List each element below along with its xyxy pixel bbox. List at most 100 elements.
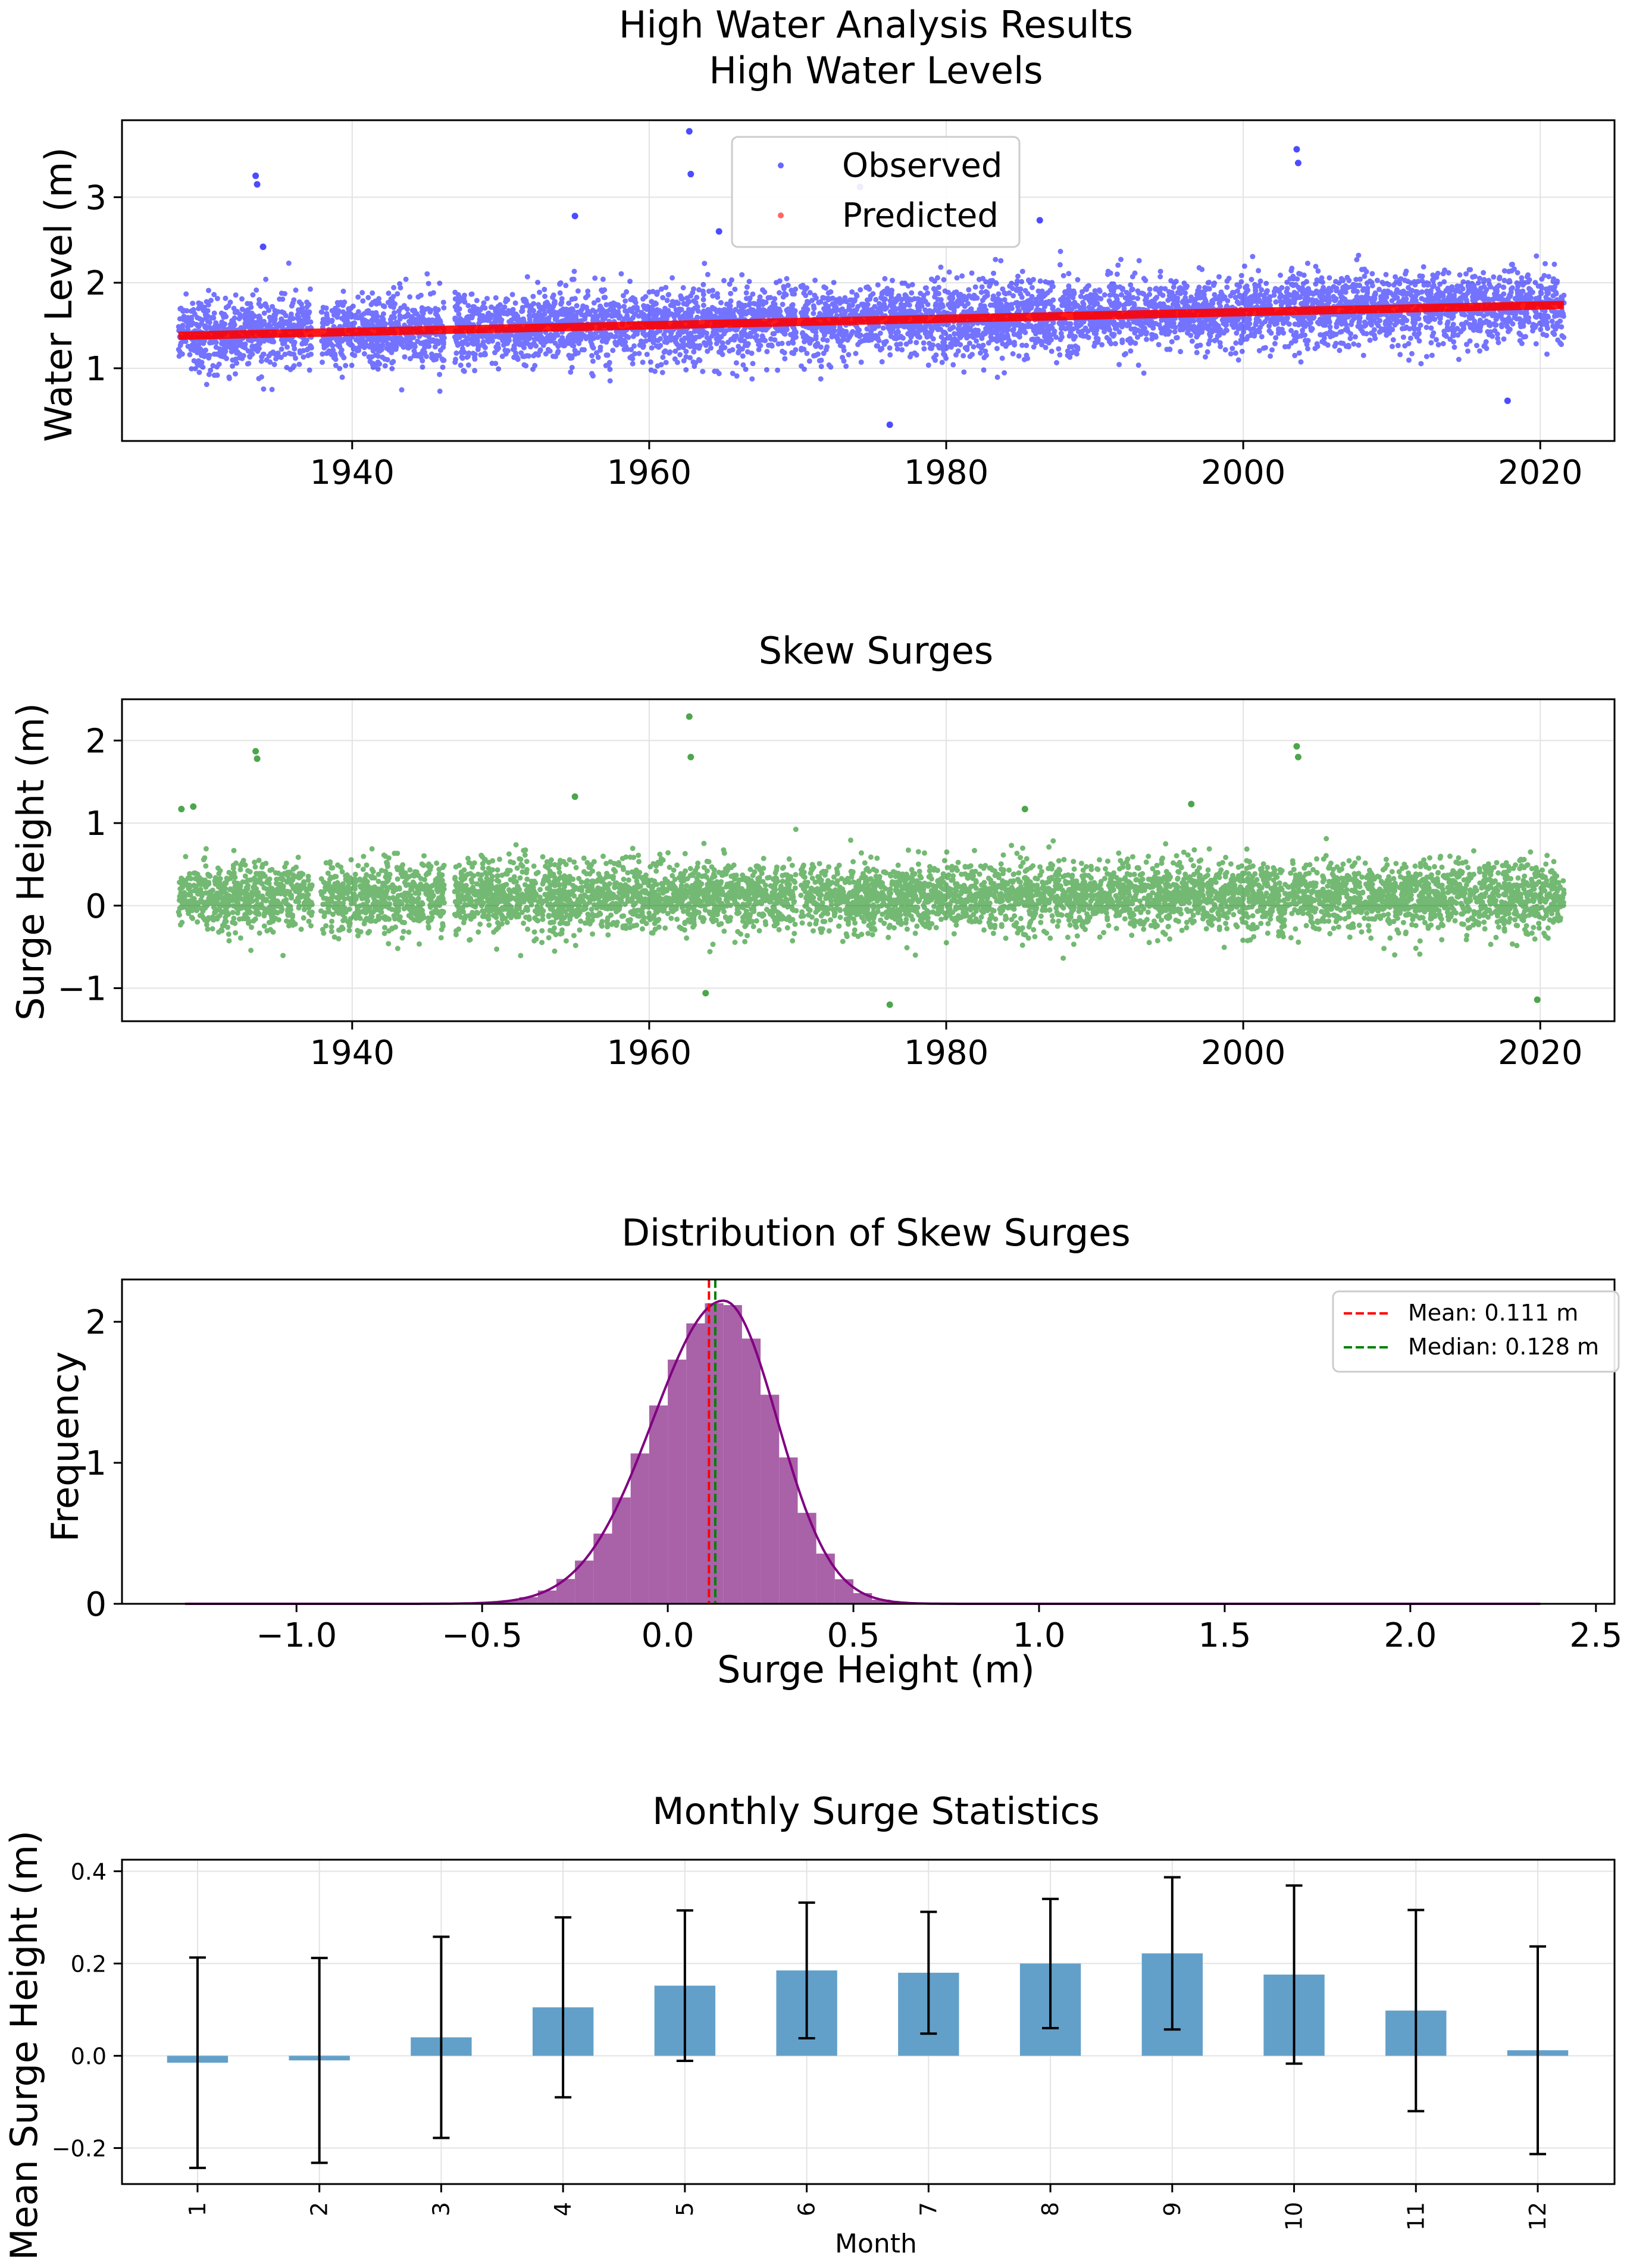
y-tick-label: 2 [85,264,107,303]
histogram-bar [741,1338,761,1604]
y-tick-label: 1 [85,350,107,389]
water-level-y-axis-label: Water Level (m) [37,147,80,442]
distribution-ticks: −1.0 −0.5 0.0 0.5 1.0 1.5 2.0 2.5 0 1 2 [85,1303,1622,1655]
y-tick-label: −0.2 [52,2136,107,2162]
x-tick-label: 1980 [904,1034,989,1072]
y-tick-label: 2 [85,1303,107,1342]
outlier-point [252,747,259,755]
median-legend-label: Median: 0.128 m [1408,1334,1599,1360]
predicted-legend-marker [778,212,784,218]
x-tick-label: 1 [184,2202,211,2216]
x-tick-label: 2000 [1201,453,1286,492]
x-tick-label: 1940 [310,1034,395,1072]
outlier-point [178,805,185,812]
outlier-point [1036,217,1043,224]
skew-surges-ticks: 1940 1960 1980 2000 2020 −1 0 1 2 [57,722,1582,1072]
histogram-bar [537,1590,556,1604]
high-water-levels-legend: Observed Predicted [731,136,1021,248]
frequency-y-axis-label: Frequency [43,1351,87,1542]
x-tick-label: −1.0 [256,1616,337,1655]
outlier-point [702,990,709,997]
y-tick-label: 1 [85,805,107,843]
distribution-panel: Distribution of Skew Surges Frequency Su… [43,1211,1622,1691]
outlier-point [715,228,722,235]
x-tick-label: 7 [915,2202,941,2216]
x-tick-label: 1.0 [1012,1616,1065,1655]
legend-box [731,136,1021,248]
monthly-error-bars [189,1876,1547,2169]
figure-suptitle: High Water Analysis Results [619,3,1133,46]
x-tick-label: 1980 [904,453,989,492]
y-tick-label: 0 [85,1585,107,1624]
histogram-bar [834,1579,854,1604]
x-tick-label: 10 [1281,2202,1307,2230]
mean-legend-label: Mean: 0.111 m [1408,1300,1578,1326]
high-water-levels-panel: High Water Analysis Results High Water L… [37,3,1616,492]
monthly-statistics-panel: Monthly Surge Statistics Mean Surge Heig… [2,1789,1616,2260]
x-tick-label: 5 [672,2202,698,2216]
y-tick-label: 0 [85,887,107,926]
histogram-bar [853,1593,872,1604]
x-tick-label: 2 [306,2202,333,2216]
histogram-bars [463,1303,928,1604]
x-tick-label: 1940 [310,453,395,492]
predicted-trend-band [178,301,1565,340]
x-tick-label: 9 [1159,2202,1185,2216]
surge-height-x-axis-label: Surge Height (m) [717,1648,1035,1691]
outlier-point [254,755,261,762]
surge-height-y-axis-label: Surge Height (m) [9,703,52,1021]
y-tick-label: 0.0 [71,2043,107,2069]
outlier-point [571,212,578,220]
high-water-levels-ticks: 1940 1960 1980 2000 2020 1 2 3 [85,179,1582,492]
outlier-point [1188,800,1195,808]
outlier-point [252,172,259,179]
monthly-statistics-ticks: −0.20.00.20.41 2 3 4 5 6 7 8 9 10 11 12 [52,1859,1551,2230]
outlier-point [254,181,261,188]
predicted-series [178,301,1565,340]
histogram-bar [630,1453,649,1604]
observed-legend-label: Observed [842,146,1002,185]
histogram-bar [816,1553,835,1604]
x-tick-label: 3 [428,2202,454,2216]
x-tick-label: 1960 [607,1034,692,1072]
distribution-plot-frame [121,1278,1616,1605]
legend-box [1332,1290,1620,1373]
histogram-bar [612,1497,631,1604]
skew-surges-plot-frame [121,698,1616,1022]
skew-surges-title: Skew Surges [759,629,993,672]
outlier-point [687,753,694,761]
distribution-title: Distribution of Skew Surges [621,1211,1130,1254]
scatter-point-cloud [176,827,1567,961]
high-water-levels-title: High Water Levels [709,49,1043,92]
x-tick-label: 1.5 [1198,1616,1251,1655]
skew-surges-panel: Skew Surges Surge Height (m) 1940 1960 198… [9,629,1616,1072]
x-tick-label: 8 [1037,2202,1063,2216]
y-tick-label: 1 [85,1444,107,1483]
x-tick-label: 2.0 [1384,1616,1437,1655]
y-tick-label: 3 [85,179,107,217]
outlier-point [1021,805,1028,812]
monthly-statistics-plot-frame [121,1859,1616,2185]
predicted-legend-label: Predicted [842,196,999,235]
mean-median-lines [708,1279,717,1604]
histogram-bar [500,1600,520,1604]
histogram-bar [649,1405,668,1604]
histogram-bar [761,1394,780,1604]
x-tick-label: 2020 [1498,453,1583,492]
histogram-bar [668,1359,687,1604]
x-tick-label: 6 [794,2202,820,2216]
outlier-point [1294,753,1301,761]
outlier-point [1294,159,1301,167]
observed-legend-marker [778,162,784,168]
y-tick-label: −1 [57,970,107,1009]
high-water-levels-plot-frame [121,119,1616,442]
x-tick-label: 0.5 [827,1616,880,1655]
x-tick-label: 4 [550,2202,576,2216]
outlier-point [259,243,267,251]
outlier-point [1293,743,1300,750]
histogram-bar [723,1305,742,1604]
x-tick-label: 2.5 [1569,1616,1622,1655]
outlier-point [687,171,694,178]
outlier-point [1293,146,1300,153]
